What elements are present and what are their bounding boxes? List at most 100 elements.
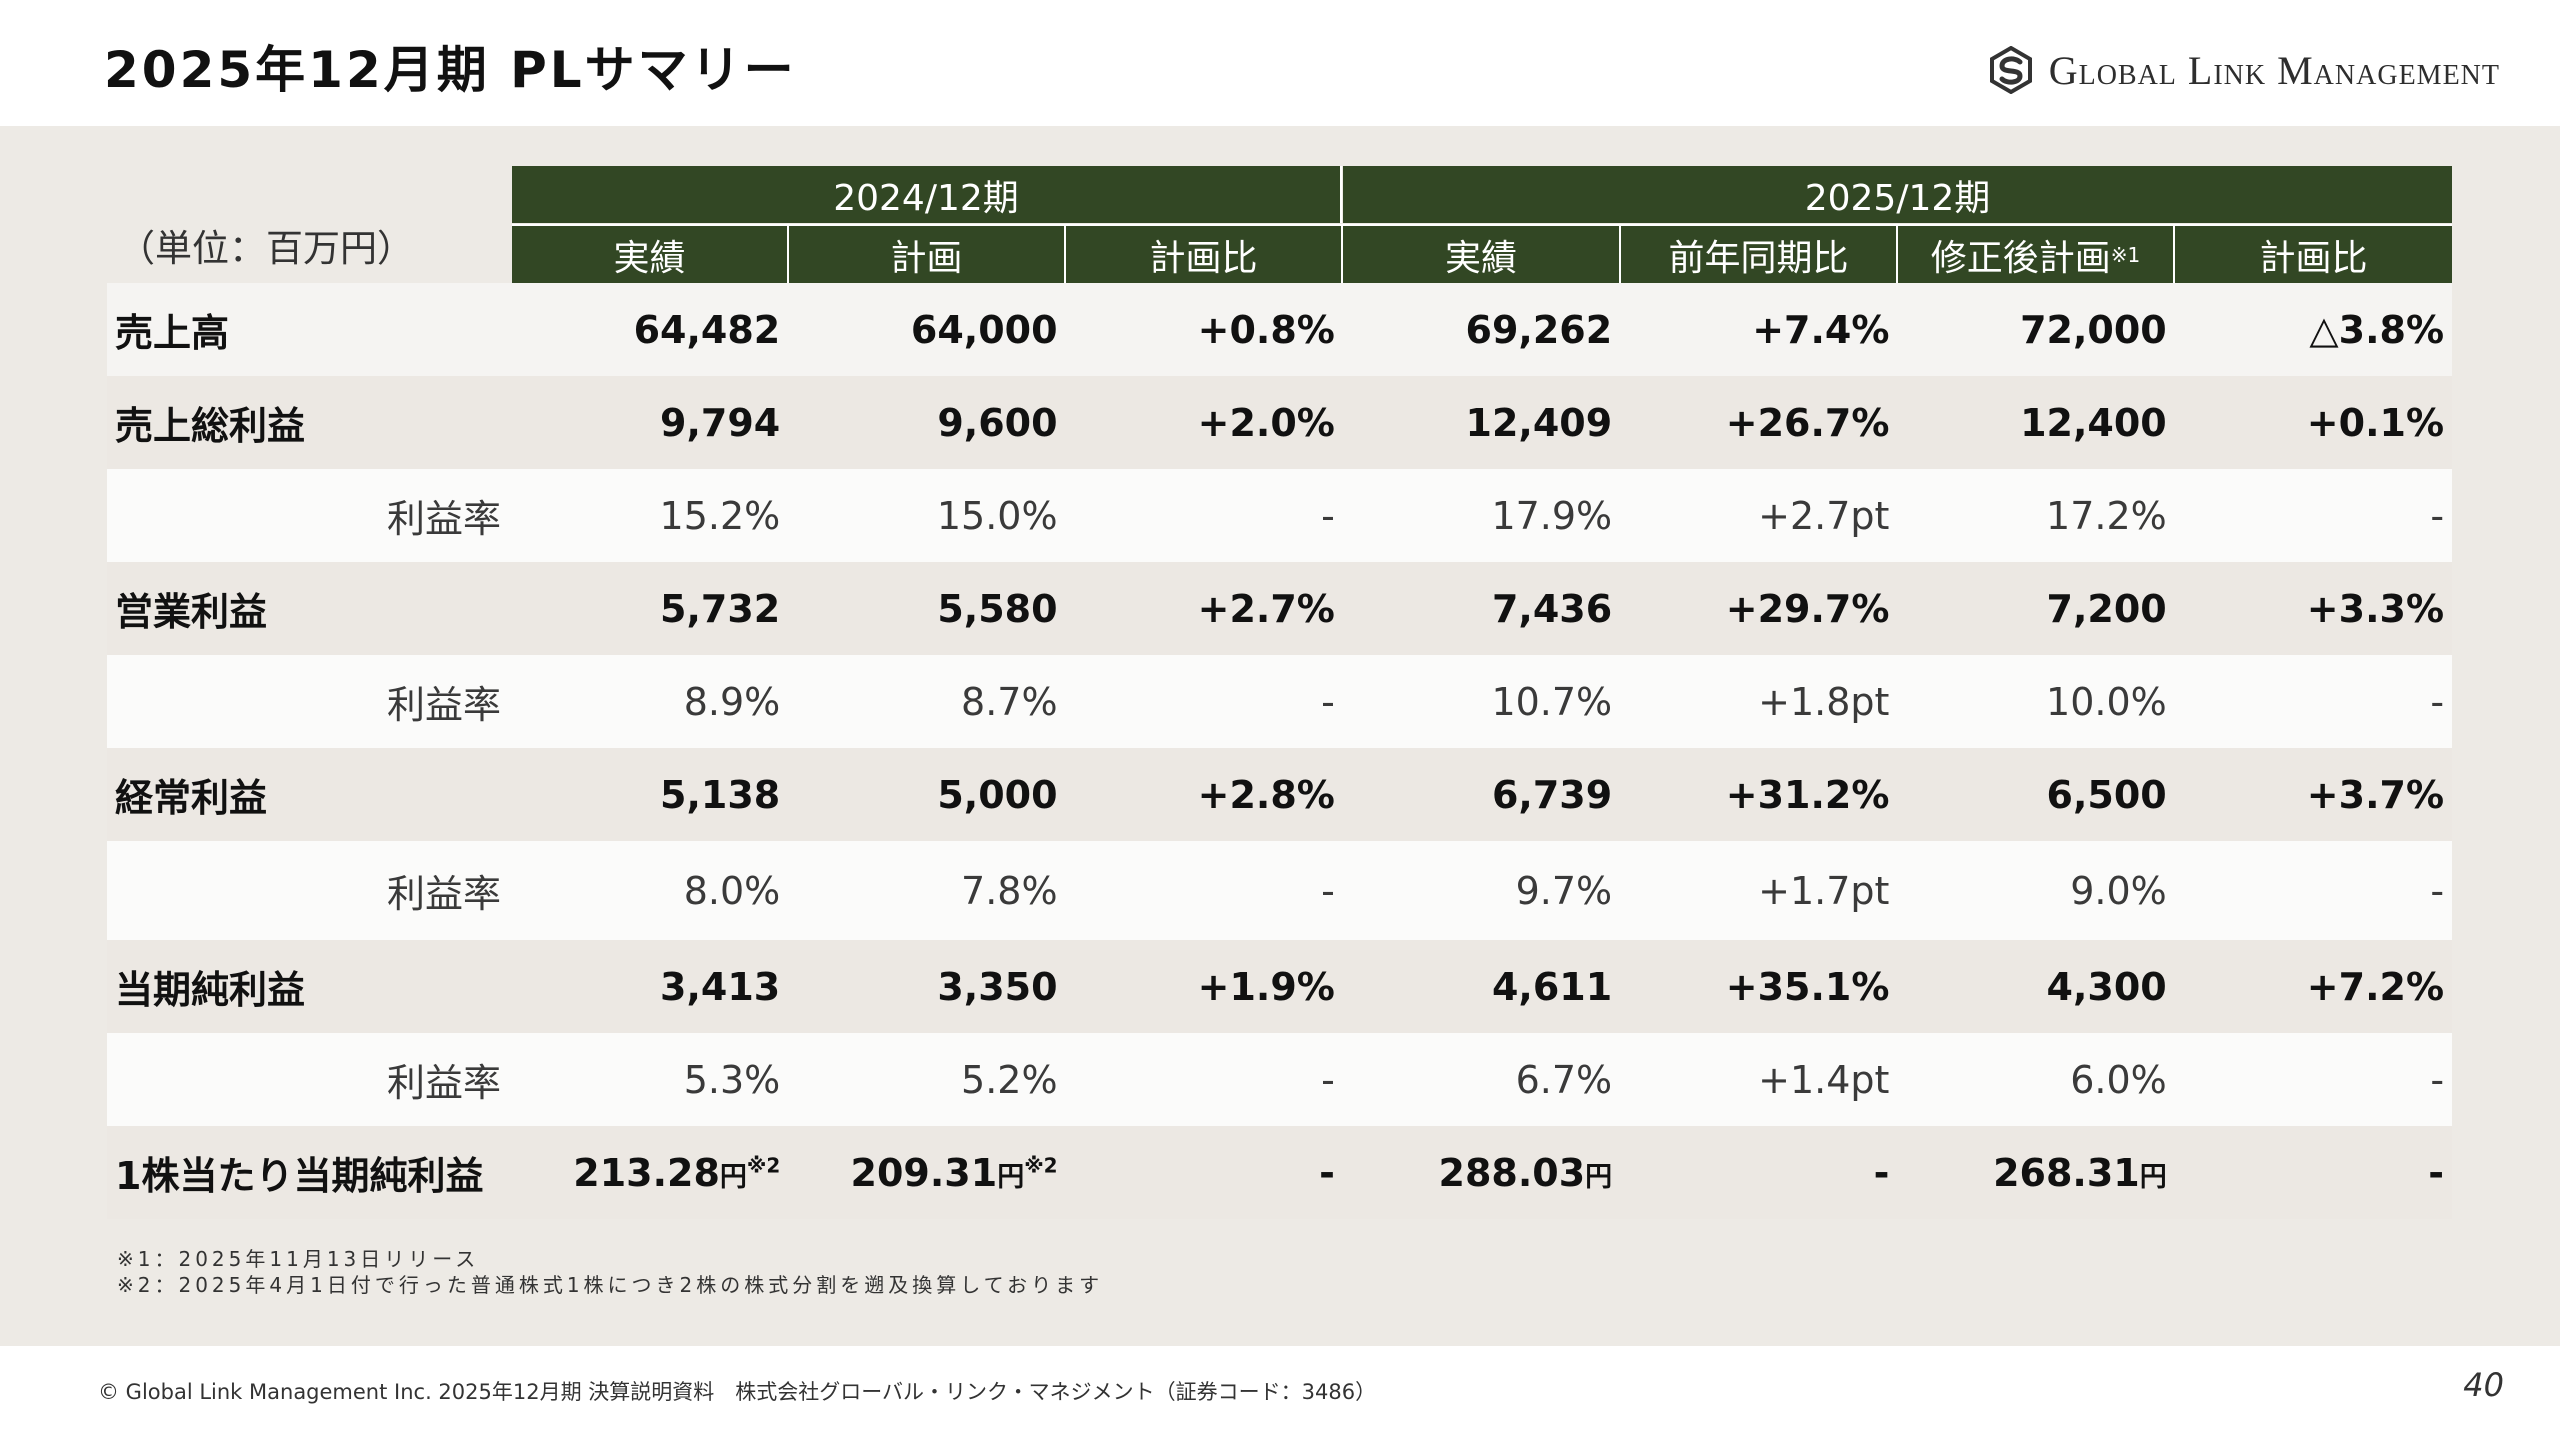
col-header-2024-plan: 計画 (789, 224, 1066, 283)
row-label: 経常利益 (115, 776, 268, 820)
yen-unit: 円 (1585, 1161, 1613, 1193)
cell-2025-revised-plan: 6,500 (2046, 772, 2167, 817)
cell-2024-vs-plan: +2.7% (1197, 586, 1335, 631)
cell-2024-actual: 8.0% (683, 868, 781, 913)
table-row-eps: 1株当たり当期純利益 213.28円※2 209.31円※2 - 288.03円… (107, 1126, 2452, 1219)
cell-2024-plan: 5,580 (937, 586, 1058, 631)
cell-2025-actual: 6,739 (1491, 772, 1613, 817)
cell-2024-actual: 15.2% (659, 493, 781, 538)
cell-2025-revised-plan: 72,000 (2020, 307, 2167, 352)
company-logo: Global Link Management (1987, 46, 2500, 94)
cell-2025-yoy: - (1873, 1150, 1890, 1195)
cell-2025-actual: 69,262 (1465, 307, 1613, 352)
cell-2025-revised-plan: 268.31円 (1993, 1150, 2167, 1195)
cell-2024-actual: 213.28円※2 (573, 1150, 781, 1195)
table-row-operating-profit: 営業利益 5,732 5,580 +2.7% 7,436 +29.7% 7,20… (107, 562, 2452, 655)
cell-2024-plan: 5,000 (937, 772, 1058, 817)
pl-table-body: 売上高 64,482 64,000 +0.8% 69,262 +7.4% 72,… (107, 283, 2452, 1219)
cell-2025-yoy: +35.1% (1725, 964, 1890, 1009)
cell-2025-revised-plan: 7,200 (2046, 586, 2167, 631)
cell-2025-vs-plan: - (2430, 679, 2445, 724)
cell-2025-actual: 7,436 (1491, 586, 1613, 631)
cell-2024-actual: 3,413 (660, 964, 781, 1009)
page-number: 40 (2463, 1366, 2504, 1404)
cell-2025-revised-plan: 10.0% (2046, 679, 2167, 724)
cell-2024-plan: 5.2% (961, 1057, 1058, 1102)
footer-copyright: © Global Link Management Inc. 2025年12月期 … (98, 1380, 1377, 1404)
footnote-1: ※1：2025年11月13日リリース (117, 1247, 480, 1271)
yen-unit: 円 (2139, 1161, 2167, 1193)
cell-2025-vs-plan: - (2430, 493, 2445, 538)
cell-2025-yoy: +7.4% (1752, 307, 1890, 352)
row-label: 売上総利益 (115, 404, 306, 448)
cell-2025-actual: 17.9% (1491, 493, 1613, 538)
cell-2025-vs-plan: +3.3% (2306, 586, 2445, 631)
table-row-net-margin: 利益率 5.3% 5.2% - 6.7% +1.4pt 6.0% - (107, 1033, 2452, 1126)
cell-2025-revised-plan: 17.2% (2046, 493, 2167, 538)
cell-2025-vs-plan: - (2428, 1150, 2445, 1195)
cell-2025-vs-plan: - (2430, 1057, 2445, 1102)
cell-2024-actual: 64,482 (633, 307, 781, 352)
row-label: 営業利益 (115, 590, 268, 634)
logo-wordmark: Global Link Management (2048, 47, 2500, 93)
table-row-gross-margin: 利益率 15.2% 15.0% - 17.9% +2.7pt 17.2% - (107, 469, 2452, 562)
yen-unit: 円 (719, 1161, 747, 1193)
cell-2024-actual: 8.9% (683, 679, 781, 724)
cell-2024-actual: 5.3% (683, 1057, 781, 1102)
cell-2024-vs-plan: +2.0% (1197, 400, 1335, 445)
table-row-ordinary-margin: 利益率 8.0% 7.8% - 9.7% +1.7pt 9.0% - (107, 841, 2452, 940)
gs-logo-icon (1989, 46, 2032, 94)
cell-2025-vs-plan: △3.8% (2309, 307, 2445, 352)
cell-2024-vs-plan: - (1321, 868, 1335, 913)
col-header-2024-vs-plan: 計画比 (1066, 224, 1343, 283)
footnote-2: ※2：2025年4月1日付で行った普通株式1株につき2株の株式分割を遡及換算して… (117, 1273, 1104, 1297)
cell-2025-actual: 288.03円 (1438, 1150, 1613, 1195)
col-header-2024-actual: 実績 (512, 224, 789, 283)
cell-2025-yoy: +1.8pt (1758, 679, 1890, 724)
cell-2025-revised-plan: 6.0% (2070, 1057, 2167, 1102)
cell-2025-yoy: +26.7% (1725, 400, 1890, 445)
note-mark-2: ※2 (746, 1152, 781, 1177)
note-mark-2: ※2 (1024, 1152, 1058, 1177)
table-row-net-sales: 売上高 64,482 64,000 +0.8% 69,262 +7.4% 72,… (107, 283, 2452, 376)
col-header-2025-revised-plan: 修正後計画 ※1 (1898, 224, 2175, 283)
cell-2025-vs-plan: +3.7% (2306, 772, 2445, 817)
period-header-2025: 2025/12期 (1343, 166, 2452, 223)
period-header-2024: 2024/12期 (512, 166, 1342, 223)
cell-2025-actual: 10.7% (1491, 679, 1613, 724)
cell-2024-vs-plan: - (1321, 1057, 1335, 1102)
unit-label: （単位：百万円） (118, 227, 414, 270)
row-label: 利益率 (386, 683, 501, 727)
cell-2024-actual: 5,732 (660, 586, 781, 631)
cell-2024-plan: 7.8% (961, 868, 1058, 913)
table-row-operating-margin: 利益率 8.9% 8.7% - 10.7% +1.8pt 10.0% - (107, 655, 2452, 748)
row-label: 利益率 (386, 872, 501, 916)
cell-2024-vs-plan: +0.8% (1197, 307, 1335, 352)
cell-2025-actual: 9.7% (1515, 868, 1613, 913)
row-label: 売上高 (115, 311, 230, 355)
cell-2025-revised-plan: 12,400 (2020, 400, 2167, 445)
table-row-gross-profit: 売上総利益 9,794 9,600 +2.0% 12,409 +26.7% 12… (107, 376, 2452, 469)
col-header-2025-vs-plan: 計画比 (2175, 224, 2452, 283)
cell-2025-vs-plan: +0.1% (2306, 400, 2445, 445)
cell-2024-plan: 15.0% (936, 493, 1058, 538)
col-header-2025-actual: 実績 (1343, 224, 1621, 283)
cell-2025-revised-plan: 9.0% (2070, 868, 2167, 913)
cell-2025-yoy: +2.7pt (1758, 493, 1890, 538)
cell-2024-plan: 8.7% (961, 679, 1058, 724)
cell-2025-yoy: +1.4pt (1758, 1057, 1890, 1102)
cell-2025-yoy: +31.2% (1725, 772, 1890, 817)
cell-2024-plan: 209.31円※2 (850, 1150, 1058, 1195)
cell-2024-plan: 3,350 (937, 964, 1058, 1009)
slide-header: 2025年12月期 PLサマリー Global Link Management (0, 0, 2560, 126)
row-label: 利益率 (386, 497, 501, 541)
page-title: 2025年12月期 PLサマリー (104, 41, 797, 99)
row-label: 1株当たり当期純利益 (115, 1154, 484, 1198)
table-row-net-income: 当期純利益 3,413 3,350 +1.9% 4,611 +35.1% 4,3… (107, 940, 2452, 1033)
yen-unit: 円 (997, 1161, 1025, 1193)
cell-2024-plan: 9,600 (937, 400, 1058, 445)
table-row-ordinary-profit: 経常利益 5,138 5,000 +2.8% 6,739 +31.2% 6,50… (107, 748, 2452, 841)
cell-2024-actual: 5,138 (660, 772, 781, 817)
cell-2024-vs-plan: - (1319, 1150, 1335, 1195)
cell-2025-vs-plan: - (2430, 868, 2445, 913)
